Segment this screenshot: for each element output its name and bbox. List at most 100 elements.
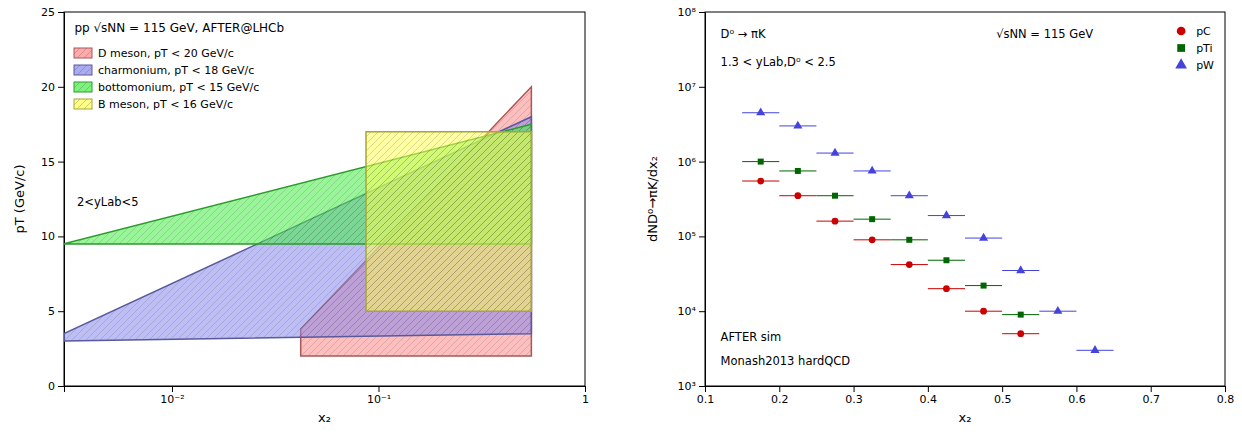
point	[794, 192, 801, 199]
tick: 10⁵	[678, 230, 705, 243]
tick-label: 20	[41, 81, 55, 94]
tick-mark	[172, 386, 173, 392]
tick-label: 25	[41, 6, 55, 19]
point	[1016, 265, 1025, 273]
legend-swatch	[74, 99, 92, 109]
region	[64, 117, 531, 341]
tick: 0.2	[771, 386, 789, 406]
tick-mark	[58, 12, 64, 13]
tick: 10⁷	[678, 81, 705, 94]
tick-label: 0.4	[920, 393, 938, 406]
tick-label: 0.5	[994, 393, 1012, 406]
point	[1053, 306, 1062, 314]
annotation: AFTER sim	[721, 330, 782, 344]
point	[1017, 330, 1024, 337]
legend-item: pTi	[1177, 42, 1212, 55]
tick-mark	[1076, 386, 1077, 392]
annotation: √sNN = 115 GeV	[996, 27, 1093, 41]
axis-line	[699, 13, 706, 387]
x-axis: 10⁻²10⁻¹1	[65, 386, 590, 406]
plot-frame	[64, 12, 585, 386]
series	[742, 107, 1113, 352]
marks	[64, 87, 531, 356]
point	[869, 216, 875, 222]
point	[979, 233, 988, 241]
tick-mark	[1002, 386, 1003, 392]
legend-item: bottomonium, pT < 15 GeV/c	[74, 81, 259, 94]
tick: 10⁸	[678, 6, 705, 19]
legend-label: pTi	[1196, 42, 1212, 55]
tick-label: 10⁻¹	[367, 393, 391, 406]
point	[943, 257, 949, 263]
tick: 10⁶	[678, 156, 705, 169]
title: pp √sNN = 115 GeV, AFTER@LHCb	[74, 21, 284, 35]
point	[793, 121, 802, 129]
tick-mark	[58, 311, 64, 312]
tick: 5	[48, 305, 64, 318]
tick: 0	[48, 380, 64, 393]
tick: 0.7	[1142, 386, 1160, 406]
legend-label: pC	[1196, 25, 1211, 38]
tick-label: 10⁵	[678, 230, 696, 243]
point	[1090, 345, 1099, 353]
tick-label: 10⁷	[678, 81, 696, 94]
legend-label: charmonium, pT < 18 GeV/c	[98, 64, 254, 77]
tick-mark	[585, 386, 586, 392]
tick-label: 10⁴	[678, 305, 697, 318]
plot-frame	[705, 12, 1225, 386]
annotation: 2<yLab<5	[77, 195, 138, 209]
tick-mark	[58, 162, 64, 163]
tick: 0.6	[1068, 386, 1086, 406]
axis-line	[58, 13, 65, 387]
tick-mark	[699, 87, 705, 88]
tick: 20	[41, 81, 64, 94]
point	[795, 168, 801, 174]
legend-item: pC	[1177, 25, 1211, 38]
tick: 15	[41, 156, 64, 169]
tick: 10⁴	[678, 305, 705, 318]
tick-mark	[699, 311, 705, 312]
legend-item: B meson, pT < 16 GeV/c	[74, 98, 233, 111]
legend: D meson, pT < 20 GeV/c charmonium, pT < 1…	[74, 47, 259, 111]
point	[756, 107, 765, 115]
legend-item: D meson, pT < 20 GeV/c	[74, 47, 234, 60]
point	[1018, 312, 1024, 318]
tick-label: 0.7	[1142, 393, 1160, 406]
point	[906, 237, 912, 243]
legend-label: D meson, pT < 20 GeV/c	[98, 47, 234, 60]
tick-mark	[58, 236, 64, 237]
point	[943, 285, 950, 292]
tick: 1	[582, 386, 589, 406]
tick-label: 10	[41, 230, 55, 243]
legend-swatch	[1175, 58, 1187, 68]
tick-mark	[928, 386, 929, 392]
tick-mark	[378, 386, 379, 392]
point	[905, 190, 914, 198]
tick-mark	[1151, 386, 1152, 392]
x-axis-title: x₂	[959, 410, 972, 425]
tick: 0.5	[994, 386, 1012, 406]
point	[869, 236, 876, 243]
legend: pCpTipW	[1175, 25, 1214, 72]
tick-label: 10³	[678, 380, 696, 393]
tick: 10	[41, 230, 64, 243]
tick-mark	[699, 162, 705, 163]
tick-label: 0.8	[1217, 393, 1235, 406]
tick: 0.8	[1217, 386, 1235, 406]
tick-mark	[699, 386, 705, 387]
tick-label: 10⁶	[678, 156, 697, 169]
tick: 0.4	[920, 386, 938, 406]
annotation: Monash2013 hardQCD	[721, 354, 851, 368]
x-axis-title: x₂	[318, 410, 331, 425]
marks	[742, 107, 1113, 352]
region	[366, 132, 531, 312]
panel: 0.10.20.30.40.50.60.70.810³10⁴10⁵10⁶10⁷1…	[645, 6, 1234, 425]
legend-swatch	[1177, 44, 1185, 52]
figure: 10⁻²10⁻¹10510152025x₂pT (GeV/c)pp √sNN =…	[0, 0, 1242, 438]
point	[832, 218, 839, 225]
tick-label: 0.3	[845, 393, 863, 406]
y-axis: 0 5 10 15 20 25	[41, 6, 65, 393]
point	[868, 166, 877, 174]
y-axis: 10³ 10⁴ 10⁵ 10⁶ 10⁷ 10⁸	[678, 6, 706, 393]
tick-mark	[1225, 386, 1226, 392]
